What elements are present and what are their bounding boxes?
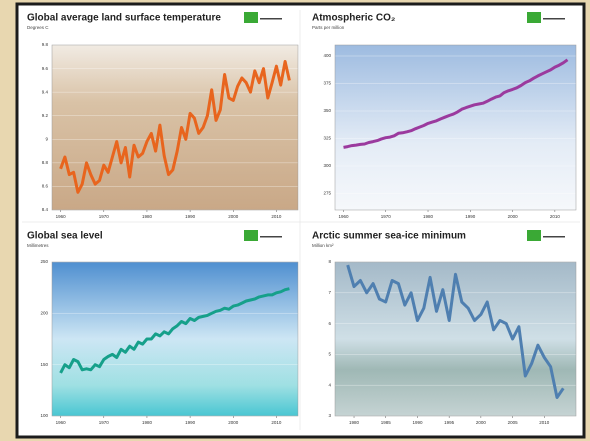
x-tick-label: 1980 <box>142 214 153 219</box>
x-tick-label: 1970 <box>99 420 110 425</box>
logo-bar <box>260 18 282 20</box>
x-tick-label: 2000 <box>508 214 519 219</box>
x-tick-label: 2010 <box>539 420 550 425</box>
y-tick-label: 8 <box>328 259 331 264</box>
plot-background <box>335 45 576 210</box>
x-tick-label: 1990 <box>412 420 423 425</box>
x-tick-label: 1985 <box>381 420 392 425</box>
logo <box>244 12 258 23</box>
y-tick-label: 8.4 <box>42 207 49 212</box>
data-line <box>59 60 291 194</box>
x-tick-label: 1990 <box>185 420 196 425</box>
logo-bar <box>543 18 565 20</box>
x-tick-label: 1970 <box>99 214 110 219</box>
y-tick-label: 150 <box>40 362 48 367</box>
plot-background <box>52 45 298 210</box>
x-tick-label: 2010 <box>550 214 561 219</box>
plot-border <box>51 44 299 211</box>
data-line <box>346 264 565 399</box>
logo-bar <box>543 236 565 238</box>
logo <box>527 230 541 241</box>
y-tick-label: 7 <box>328 290 331 295</box>
y-tick-label: 9.4 <box>42 89 49 94</box>
x-tick-label: 2010 <box>271 214 282 219</box>
y-tick-label: 9.6 <box>42 66 49 71</box>
chart-title: Global sea level <box>27 231 103 242</box>
x-tick-label: 1960 <box>338 214 349 219</box>
y-tick-label: 6 <box>328 321 331 326</box>
y-tick-label: 4 <box>328 382 331 387</box>
x-tick-label: 1960 <box>56 214 67 219</box>
y-tick-label: 8.6 <box>42 184 49 189</box>
y-tick-label: 375 <box>323 81 331 86</box>
x-tick-label: 1980 <box>423 214 434 219</box>
x-tick-label: 2000 <box>228 420 239 425</box>
plot-background <box>52 262 298 416</box>
chart-title: Atmospheric CO₂ <box>312 13 395 24</box>
chart-subtitle: Million km² <box>312 243 334 248</box>
y-tick-label: 275 <box>323 191 331 196</box>
chart-subtitle: Parts per million <box>312 25 345 30</box>
x-tick-label: 1990 <box>185 214 196 219</box>
y-tick-label: 325 <box>323 136 331 141</box>
x-tick-label: 2005 <box>508 420 519 425</box>
x-tick-label: 1995 <box>444 420 455 425</box>
y-tick-label: 9.2 <box>42 113 49 118</box>
y-tick-label: 250 <box>40 259 48 264</box>
plot-border <box>334 44 577 211</box>
chart-title: Arctic summer sea-ice minimum <box>312 231 466 242</box>
logo-bar <box>260 236 282 238</box>
chart-title: Global average land surface temperature <box>27 13 221 24</box>
x-tick-label: 1970 <box>381 214 392 219</box>
x-tick-label: 2010 <box>271 420 282 425</box>
chart-subtitle: Degrees C <box>27 25 49 30</box>
x-tick-label: 1990 <box>465 214 476 219</box>
plot-border <box>51 261 299 417</box>
data-line <box>343 58 569 149</box>
y-tick-label: 200 <box>40 311 48 316</box>
y-tick-label: 5 <box>328 352 331 357</box>
x-tick-label: 1960 <box>56 420 67 425</box>
plot-border <box>334 261 577 417</box>
data-line <box>59 287 290 374</box>
x-tick-label: 1980 <box>142 420 153 425</box>
y-tick-label: 400 <box>323 53 331 58</box>
logo <box>244 230 258 241</box>
y-tick-label: 8.8 <box>42 160 49 165</box>
y-tick-label: 3 <box>328 413 331 418</box>
chart-subtitle: Millimetres <box>27 243 49 248</box>
logo <box>527 12 541 23</box>
y-tick-label: 300 <box>323 163 331 168</box>
y-tick-label: 100 <box>40 413 48 418</box>
y-tick-label: 9.8 <box>42 42 49 47</box>
y-tick-label: 9 <box>45 136 48 141</box>
x-tick-label: 1980 <box>349 420 360 425</box>
x-tick-label: 2000 <box>228 214 239 219</box>
x-tick-label: 2000 <box>476 420 487 425</box>
y-tick-label: 350 <box>323 108 331 113</box>
